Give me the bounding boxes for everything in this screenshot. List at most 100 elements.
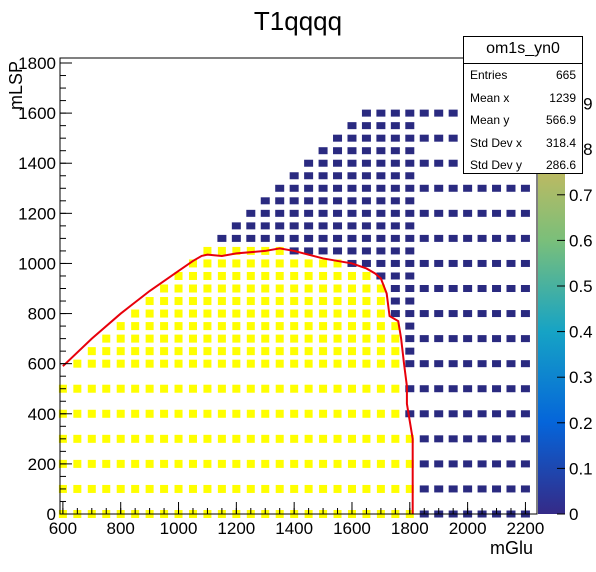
heatmap-cell bbox=[131, 484, 140, 493]
heatmap-cell bbox=[347, 271, 356, 280]
heatmap-cell bbox=[203, 322, 212, 331]
heatmap-cell bbox=[275, 234, 285, 242]
heatmap-cell bbox=[390, 259, 400, 267]
heatmap-cell bbox=[419, 360, 429, 368]
heatmap-cell bbox=[217, 359, 226, 368]
heatmap-cell bbox=[203, 309, 212, 318]
heatmap-cell bbox=[116, 359, 125, 368]
heatmap-cell bbox=[275, 309, 284, 318]
heatmap-cell bbox=[376, 434, 385, 443]
heatmap-cell bbox=[232, 284, 241, 293]
heatmap-cell bbox=[434, 234, 444, 242]
heatmap-cell bbox=[506, 460, 516, 468]
heatmap-cell bbox=[390, 122, 400, 130]
heatmap-cell bbox=[304, 259, 313, 268]
heatmap-cell bbox=[405, 184, 415, 192]
heatmap-cell bbox=[246, 246, 255, 255]
heatmap-cell bbox=[290, 334, 299, 343]
heatmap-cell bbox=[405, 259, 415, 267]
heatmap-cell bbox=[145, 309, 154, 318]
heatmap-cell bbox=[188, 459, 197, 468]
heatmap-cell bbox=[290, 484, 299, 493]
colorbar-tick-label: 0.7 bbox=[569, 186, 593, 205]
heatmap-cell bbox=[261, 309, 270, 318]
heatmap-cell bbox=[290, 284, 299, 293]
heatmap-cell bbox=[116, 484, 125, 493]
heatmap-cell bbox=[492, 410, 502, 418]
heatmap-cell bbox=[319, 322, 328, 331]
heatmap-cell bbox=[376, 284, 385, 293]
heatmap-cell bbox=[217, 459, 226, 468]
heatmap-cell bbox=[246, 359, 255, 368]
x-tick-label: 2000 bbox=[449, 519, 487, 538]
heatmap-cell bbox=[520, 410, 530, 418]
heatmap-cell bbox=[419, 310, 429, 318]
stats-row: Mean x 1239 bbox=[470, 90, 576, 105]
chart-title: T1qqqq bbox=[253, 6, 343, 36]
heatmap-cell bbox=[492, 385, 502, 393]
heatmap-cell bbox=[261, 347, 270, 356]
heatmap-cell bbox=[347, 134, 357, 142]
heatmap-cell bbox=[448, 335, 458, 343]
heatmap-cell bbox=[463, 435, 473, 443]
heatmap-cell bbox=[376, 484, 385, 493]
heatmap-cell bbox=[102, 347, 111, 356]
heatmap-cell bbox=[188, 259, 197, 268]
heatmap-cell bbox=[347, 122, 357, 130]
heatmap-cell bbox=[492, 285, 502, 293]
heatmap-cell bbox=[318, 172, 328, 180]
heatmap-cell bbox=[261, 384, 270, 393]
heatmap-cell bbox=[448, 259, 458, 267]
heatmap-cell bbox=[232, 246, 241, 255]
heatmap-cell bbox=[419, 184, 429, 192]
heatmap-cell bbox=[217, 234, 227, 242]
heatmap-cell bbox=[391, 484, 400, 493]
colorbar-tick-label: 0.6 bbox=[569, 231, 593, 250]
x-tick-label: 1800 bbox=[391, 519, 429, 538]
heatmap-cell bbox=[289, 184, 299, 192]
heatmap-cell bbox=[390, 310, 400, 318]
heatmap-cell bbox=[73, 409, 82, 418]
heatmap-cell bbox=[391, 334, 400, 343]
heatmap-cells bbox=[58, 109, 530, 518]
heatmap-cell bbox=[333, 297, 342, 306]
heatmap-cell bbox=[145, 297, 154, 306]
heatmap-cell bbox=[188, 484, 197, 493]
heatmap-cell bbox=[188, 434, 197, 443]
heatmap-cell bbox=[290, 309, 299, 318]
heatmap-cell bbox=[376, 259, 386, 267]
heatmap-cell bbox=[362, 434, 371, 443]
heatmap-cell bbox=[203, 284, 212, 293]
x-tick-label: 800 bbox=[107, 519, 135, 538]
heatmap-cell bbox=[390, 159, 400, 167]
y-tick-label: 1800 bbox=[18, 54, 56, 73]
heatmap-cell bbox=[217, 322, 226, 331]
heatmap-cell bbox=[390, 297, 400, 305]
heatmap-cell bbox=[87, 347, 96, 356]
heatmap-cell bbox=[361, 159, 371, 167]
heatmap-cell bbox=[376, 197, 386, 205]
y-tick-label: 800 bbox=[28, 305, 56, 324]
heatmap-cell bbox=[217, 384, 226, 393]
y-tick-label: 200 bbox=[28, 455, 56, 474]
heatmap-cell bbox=[405, 285, 415, 293]
heatmap-cell bbox=[160, 309, 169, 318]
heatmap-cell bbox=[390, 285, 400, 293]
heatmap-cell bbox=[275, 197, 285, 205]
heatmap-cell bbox=[376, 347, 385, 356]
heatmap-cell bbox=[290, 297, 299, 306]
heatmap-cell bbox=[333, 259, 342, 268]
heatmap-cell bbox=[463, 410, 473, 418]
heatmap-cell bbox=[261, 409, 270, 418]
heatmap-cell bbox=[419, 460, 429, 468]
axes: 600 800 1000 1200 1400 1600 1800 2000 2200 0 200 40… bbox=[18, 54, 544, 538]
heatmap-cell bbox=[174, 359, 183, 368]
heatmap-cell bbox=[463, 460, 473, 468]
heatmap-cell bbox=[347, 147, 357, 155]
heatmap-cell bbox=[246, 347, 255, 356]
heatmap-cell bbox=[232, 484, 241, 493]
heatmap-cell bbox=[506, 485, 516, 493]
heatmap-cell bbox=[333, 159, 343, 167]
heatmap-cell bbox=[260, 209, 270, 217]
